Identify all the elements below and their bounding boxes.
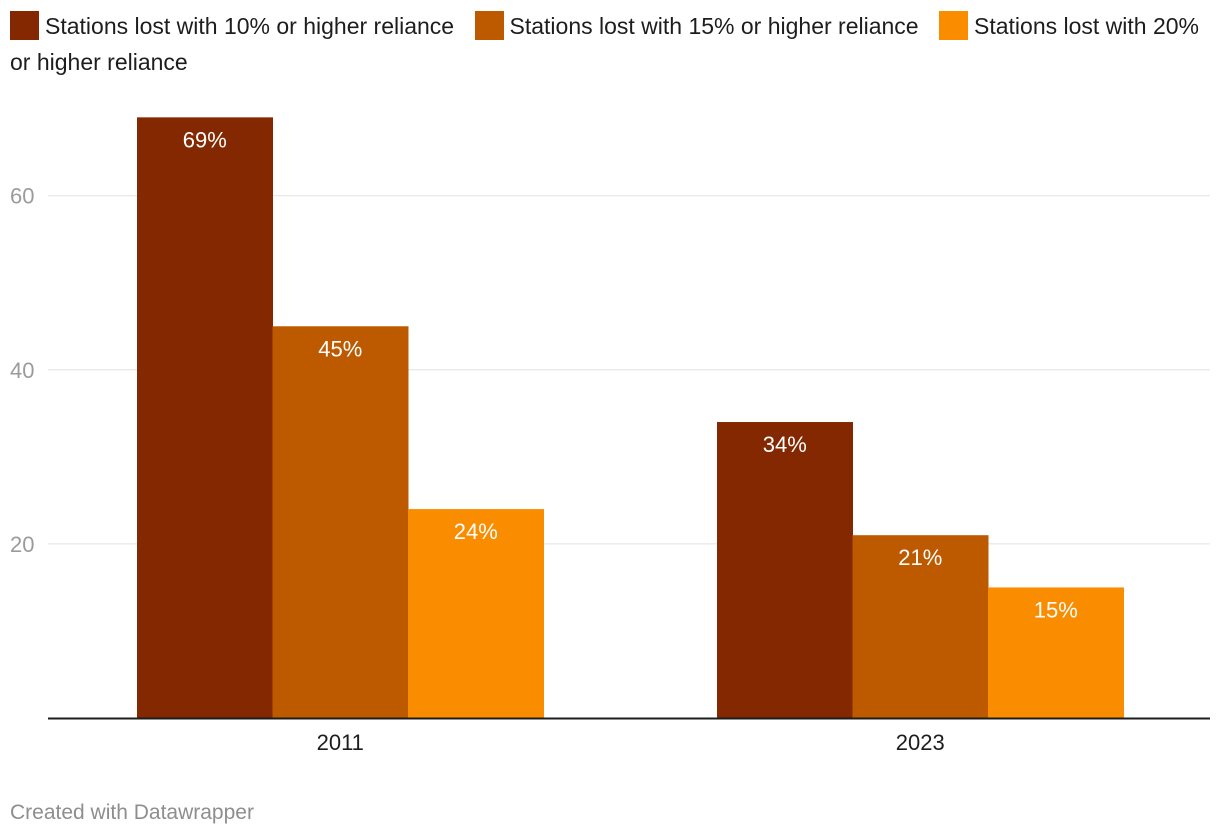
- footer-credit: Created with Datawrapper: [10, 801, 254, 824]
- x-tick-label-2011: 2011: [317, 730, 364, 755]
- value-label-2023-series-2: 21%: [898, 545, 942, 570]
- legend-item-15pct: Stations lost with 15% or higher relianc…: [474, 11, 919, 40]
- bar-2011-series-3: [408, 509, 544, 718]
- y-tick-label-40: 40: [10, 358, 34, 383]
- bar-2023-series-3: [988, 587, 1124, 718]
- value-label-2023-series-1: 34%: [763, 432, 807, 457]
- legend-swatch-10pct: [10, 11, 39, 40]
- value-label-2011-series-1: 69%: [183, 127, 227, 152]
- legend-label-20pct: Stations lost with 20% or higher relianc…: [10, 13, 1200, 75]
- legend-label-15pct: Stations lost with 15% or higher relianc…: [509, 13, 919, 39]
- legend-item-20pct: Stations lost with 20% or higher relianc…: [10, 11, 1200, 75]
- legend-swatch-15pct: [474, 11, 504, 40]
- bar-2011-series-2: [272, 326, 409, 718]
- value-label-2023-series-3: 15%: [1034, 597, 1078, 622]
- y-tick-label-60: 60: [10, 184, 34, 209]
- x-tick-label-2023: 2023: [896, 730, 945, 755]
- legend-item-10pct: Stations lost with 10% or higher relianc…: [10, 11, 455, 40]
- bar-2023-series-1: [717, 422, 853, 718]
- bar-2011-series-1: [137, 117, 273, 719]
- value-label-2011-series-3: 24%: [454, 519, 498, 544]
- legend-label-10pct: Stations lost with 10% or higher relianc…: [45, 13, 455, 39]
- legend-swatch-20pct: [939, 11, 968, 40]
- legend: Stations lost with 10% or higher relianc…: [10, 8, 1215, 80]
- y-tick-label-20: 20: [10, 532, 34, 557]
- value-label-2011-series-2: 45%: [318, 336, 362, 361]
- bar-chart: 20 40 60 69% 45% 24% 2011 34% 21% 15% 2023: [10, 117, 1210, 755]
- bar-2023-series-2: [852, 535, 989, 718]
